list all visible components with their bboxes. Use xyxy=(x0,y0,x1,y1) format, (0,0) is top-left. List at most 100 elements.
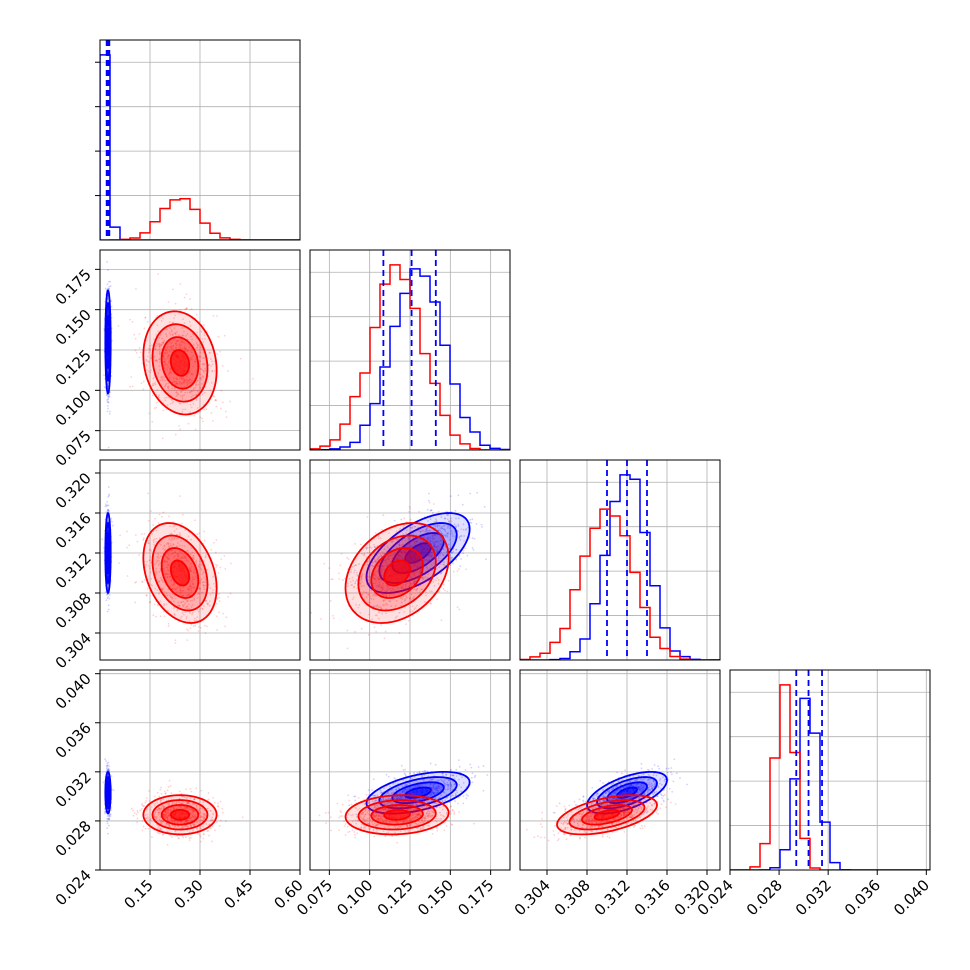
scatter-point xyxy=(407,545,410,548)
scatter-point xyxy=(378,581,381,584)
scatter-point xyxy=(107,774,109,777)
scatter-point xyxy=(380,573,383,575)
scatter-point xyxy=(427,550,430,553)
scatter-point xyxy=(470,522,473,524)
scatter-point xyxy=(172,552,174,555)
scatter-point xyxy=(180,378,183,380)
scatter-point xyxy=(192,354,195,357)
scatter-point xyxy=(353,586,355,589)
scatter-point xyxy=(176,555,179,558)
scatter-point xyxy=(187,588,189,591)
scatter-point xyxy=(149,371,152,374)
scatter-point xyxy=(198,373,201,376)
scatter-point xyxy=(387,557,390,559)
scatter-point xyxy=(453,523,456,526)
scatter-point xyxy=(182,595,184,597)
scatter-point xyxy=(373,537,376,540)
scatter-point xyxy=(165,382,168,385)
scatter-point xyxy=(176,545,179,548)
scatter-point xyxy=(189,553,192,555)
scatter-point xyxy=(360,578,363,581)
scatter-point xyxy=(180,601,183,604)
scatter-point xyxy=(407,541,409,544)
scatter-point xyxy=(171,387,174,390)
scatter-point xyxy=(209,593,212,596)
scatter-point xyxy=(158,396,160,399)
scatter-point xyxy=(375,605,378,608)
scatter-point xyxy=(180,390,182,393)
scatter-point xyxy=(385,612,387,615)
scatter-point xyxy=(108,824,110,827)
scatter-point xyxy=(198,587,201,590)
scatter-point xyxy=(203,357,206,359)
scatter-point xyxy=(179,557,182,560)
scatter-point xyxy=(147,360,150,363)
scatter-point xyxy=(147,539,149,542)
scatter-point xyxy=(323,562,326,565)
scatter-point xyxy=(174,346,177,349)
scatter-point xyxy=(458,537,461,539)
scatter-point xyxy=(377,578,380,581)
scatter-point xyxy=(157,343,159,346)
scatter-point xyxy=(390,554,393,557)
scatter-point xyxy=(204,369,207,372)
scatter-point xyxy=(395,530,398,533)
scatter-point xyxy=(145,358,148,361)
scatter-point xyxy=(182,595,184,597)
scatter-point xyxy=(168,525,171,528)
scatter-point xyxy=(416,564,419,567)
scatter-point xyxy=(460,535,462,537)
scatter-point xyxy=(189,358,192,360)
scatter-point xyxy=(107,504,110,507)
scatter-point xyxy=(441,527,443,530)
scatter-point xyxy=(190,606,193,608)
scatter-point xyxy=(435,572,438,575)
scatter-point xyxy=(155,333,157,336)
scatter-point xyxy=(172,556,175,559)
scatter-point xyxy=(155,406,158,409)
scatter-point xyxy=(442,563,445,566)
scatter-point xyxy=(376,570,379,573)
scatter-point xyxy=(360,585,363,588)
scatter-point xyxy=(442,548,445,550)
scatter-point xyxy=(168,354,171,357)
scatter-point xyxy=(409,555,412,557)
scatter-point xyxy=(158,559,161,562)
scatter-point xyxy=(148,412,151,415)
scatter-point xyxy=(129,385,132,388)
scatter-point xyxy=(199,608,202,610)
scatter-point xyxy=(179,592,182,595)
scatter-point xyxy=(455,548,458,551)
scatter-point xyxy=(439,554,441,557)
scatter-point xyxy=(108,394,111,396)
scatter-point xyxy=(217,572,220,574)
scatter-point xyxy=(202,371,205,374)
scatter-point xyxy=(444,534,447,537)
scatter-point xyxy=(142,538,145,541)
scatter-point xyxy=(214,399,217,402)
scatter-point xyxy=(210,365,213,367)
scatter-point xyxy=(429,555,432,557)
scatter-point xyxy=(119,534,121,537)
scatter-point xyxy=(107,395,110,398)
scatter-point xyxy=(174,639,177,642)
scatter-point xyxy=(419,570,422,573)
scatter-point xyxy=(179,394,182,397)
scatter-point xyxy=(360,576,363,578)
scatter-point xyxy=(203,588,206,591)
scatter-point xyxy=(376,577,379,580)
scatter-point xyxy=(380,574,383,577)
scatter-point xyxy=(451,556,454,559)
density-contour xyxy=(142,310,218,416)
scatter-point xyxy=(171,344,174,347)
histogram-blue xyxy=(520,474,720,660)
scatter-point xyxy=(365,575,368,578)
scatter-point xyxy=(189,612,192,615)
scatter-point xyxy=(377,617,380,620)
scatter-point xyxy=(405,529,408,532)
scatter-point xyxy=(452,535,454,537)
scatter-point xyxy=(118,562,120,565)
scatter-point xyxy=(415,589,418,592)
scatter-point xyxy=(401,585,404,588)
scatter-point xyxy=(197,630,200,632)
